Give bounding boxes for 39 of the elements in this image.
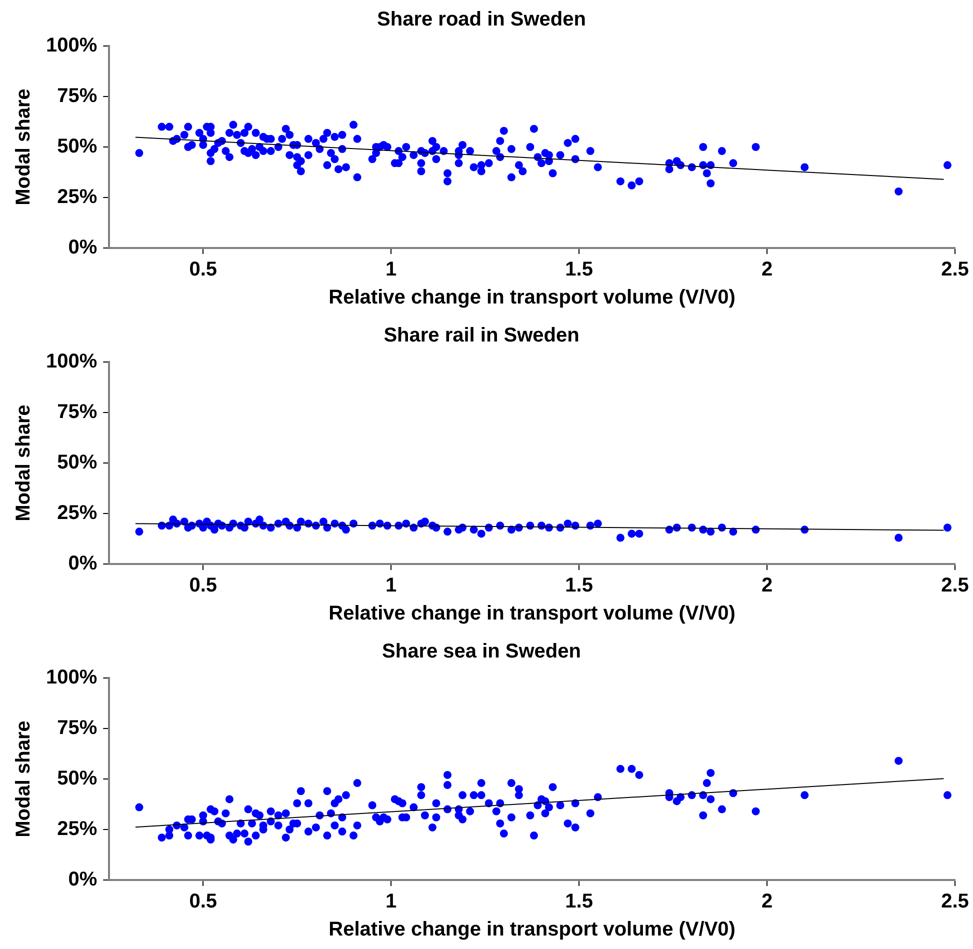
chart-title: Share road in Sweden (377, 8, 586, 31)
x-tick-label: 2.5 (941, 890, 969, 913)
y-tick-label: 75% (57, 401, 98, 424)
x-tick-label: 2.5 (941, 258, 969, 281)
x-tick-label: 1.5 (565, 574, 593, 597)
x-tick-label: 2.5 (941, 574, 969, 597)
y-tick-label: 50% (57, 136, 98, 158)
y-tick-label: 100% (46, 666, 98, 689)
x-tick-label: 2 (761, 258, 773, 281)
y-tick-label: 25% (57, 502, 98, 524)
y-tick-label: 0% (68, 236, 98, 259)
x-tick-label: 0.5 (189, 258, 218, 281)
y-axis-title: Modal share (12, 404, 35, 522)
y-tick-label: 75% (57, 717, 98, 740)
y-tick-label: 0% (68, 868, 98, 891)
y-tick-label: 25% (57, 186, 98, 208)
y-tick-label: 0% (68, 552, 98, 575)
y-tick-label: 50% (57, 452, 98, 474)
x-axis-title: Relative change in transport volume (V/V0) (328, 286, 736, 309)
x-tick-label: 0.5 (189, 574, 218, 597)
x-tick-label: 1 (386, 890, 397, 913)
y-tick-label: 100% (46, 350, 98, 373)
y-tick-label: 75% (57, 85, 98, 108)
x-axis-title: Relative change in transport volume (V/V0) (328, 602, 736, 625)
y-tick-label: 25% (57, 818, 98, 840)
x-tick-label: 1 (386, 258, 397, 281)
chart-title: Share rail in Sweden (384, 324, 580, 347)
y-tick-label: 100% (46, 34, 98, 57)
y-axis-title: Modal share (12, 88, 35, 206)
chart-title: Share sea in Sweden (382, 640, 581, 663)
x-tick-label: 1 (386, 574, 397, 597)
x-tick-label: 0.5 (189, 890, 218, 913)
x-tick-label: 1.5 (565, 258, 593, 281)
y-axis-title: Modal share (12, 720, 35, 838)
x-tick-label: 1.5 (565, 890, 593, 913)
x-axis-title: Relative change in transport volume (V/V0) (328, 918, 736, 941)
y-tick-label: 50% (57, 768, 98, 790)
x-tick-label: 2 (761, 890, 773, 913)
x-tick-label: 2 (761, 574, 773, 597)
